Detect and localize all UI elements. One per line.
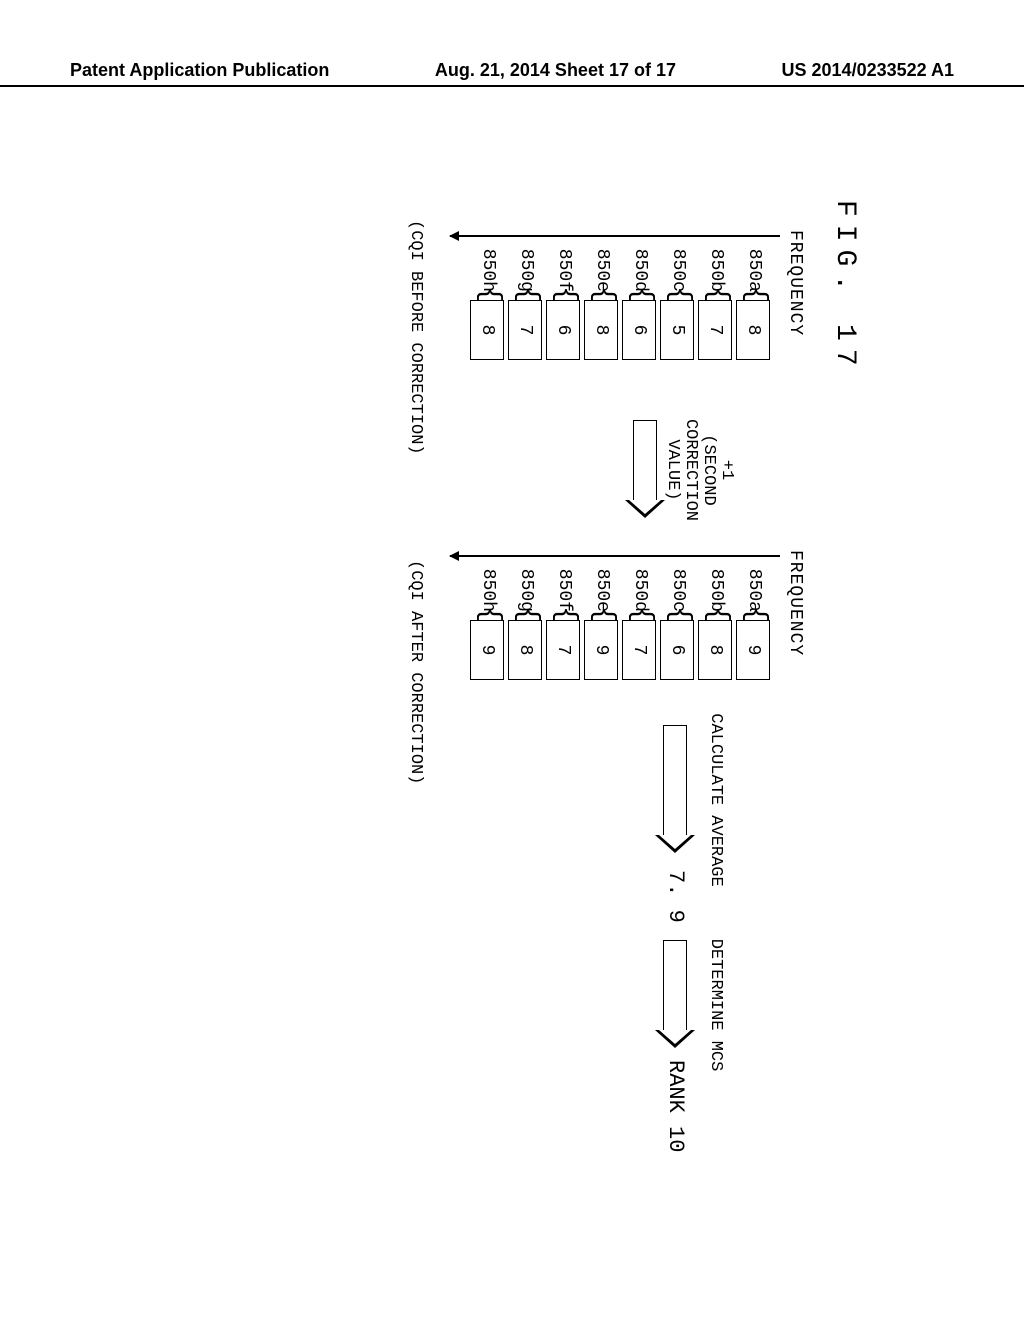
brace-icon: { [624, 606, 658, 623]
correction-value: +1 [717, 460, 736, 480]
subband-label: 850e [592, 242, 612, 292]
cqi-cell: 6 [660, 620, 694, 680]
brace-icon: { [700, 606, 734, 623]
cqi-cell: 9 [736, 620, 770, 680]
brace-icon: { [548, 286, 582, 303]
correction-sub1: (SECOND [699, 434, 718, 505]
header-right: US 2014/0233522 A1 [782, 60, 954, 81]
cqi-cell: 8 [584, 300, 618, 360]
cqi-cell: 7 [508, 300, 542, 360]
subband-label: 850e [592, 562, 612, 612]
frequency-axis-1 [450, 235, 780, 237]
brace-icon: { [738, 606, 772, 623]
subband-label: 850g [516, 242, 536, 292]
subband-label: 850b [706, 242, 726, 292]
header-left: Patent Application Publication [70, 60, 329, 81]
frequency-axis-2 [450, 555, 780, 557]
figure-landscape: FIG. 17 FREQUENCY 8850a{7850b{5850c{6850… [100, 160, 900, 1160]
brace-icon: { [586, 286, 620, 303]
cqi-cell: 7 [546, 620, 580, 680]
subband-label: 850d [630, 242, 650, 292]
correction-sub2: CORRECTION VALUE) [663, 419, 700, 521]
brace-icon: { [472, 606, 506, 623]
brace-icon: { [700, 286, 734, 303]
correction-arrow [625, 420, 665, 520]
cqi-cell: 8 [736, 300, 770, 360]
determine-mcs-label: DETERMINE MCS [706, 930, 725, 1080]
header-row: Patent Application Publication Aug. 21, … [0, 60, 1024, 85]
cqi-cell: 5 [660, 300, 694, 360]
subband-label: 850g [516, 562, 536, 612]
brace-icon: { [586, 606, 620, 623]
correction-label: +1 (SECOND CORRECTION VALUE) [663, 395, 735, 545]
brace-icon: { [510, 606, 544, 623]
subband-label: 850d [630, 562, 650, 612]
determine-mcs-arrow [655, 940, 695, 1050]
page-header: Patent Application Publication Aug. 21, … [0, 60, 1024, 87]
page: Patent Application Publication Aug. 21, … [0, 0, 1024, 1320]
subband-label: 850f [554, 562, 574, 612]
cqi-after-column: 9850a{8850b{6850c{7850d{9850e{7850f{8850… [466, 620, 770, 680]
cqi-cell: 8 [508, 620, 542, 680]
caption-before: (CQI BEFORE CORRECTION) [406, 220, 425, 455]
cqi-cell: 7 [698, 300, 732, 360]
figure-label: FIG. 17 [829, 200, 860, 374]
subband-label: 850a [744, 562, 764, 612]
rank-value: RANK 10 [663, 1060, 688, 1152]
diagram-area: FIG. 17 FREQUENCY 8850a{7850b{5850c{6850… [100, 160, 900, 1160]
subband-label: 850b [706, 562, 726, 612]
brace-icon: { [548, 606, 582, 623]
cqi-cell: 8 [698, 620, 732, 680]
brace-icon: { [662, 606, 696, 623]
frequency-label-2: FREQUENCY [785, 550, 805, 656]
brace-icon: { [662, 286, 696, 303]
cqi-cell: 9 [584, 620, 618, 680]
subband-label: 850c [668, 242, 688, 292]
brace-icon: { [738, 286, 772, 303]
brace-icon: { [510, 286, 544, 303]
cqi-before-column: 8850a{7850b{5850c{6850d{8850e{6850f{7850… [466, 300, 770, 360]
average-value: 7. 9 [663, 870, 688, 923]
cqi-cell: 6 [622, 300, 656, 360]
brace-icon: { [472, 286, 506, 303]
subband-label: 850f [554, 242, 574, 292]
frequency-label-1: FREQUENCY [785, 230, 805, 336]
cqi-cell: 6 [546, 300, 580, 360]
calc-average-label: CALCULATE AVERAGE [706, 710, 725, 890]
subband-label: 850c [668, 562, 688, 612]
caption-after: (CQI AFTER CORRECTION) [406, 560, 425, 784]
subband-label: 850h [478, 242, 498, 292]
cqi-cell: 7 [622, 620, 656, 680]
cqi-cell: 8 [470, 300, 504, 360]
subband-label: 850a [744, 242, 764, 292]
cqi-cell: 9 [470, 620, 504, 680]
brace-icon: { [624, 286, 658, 303]
header-center: Aug. 21, 2014 Sheet 17 of 17 [435, 60, 676, 81]
subband-label: 850h [478, 562, 498, 612]
calc-average-arrow [655, 725, 695, 855]
